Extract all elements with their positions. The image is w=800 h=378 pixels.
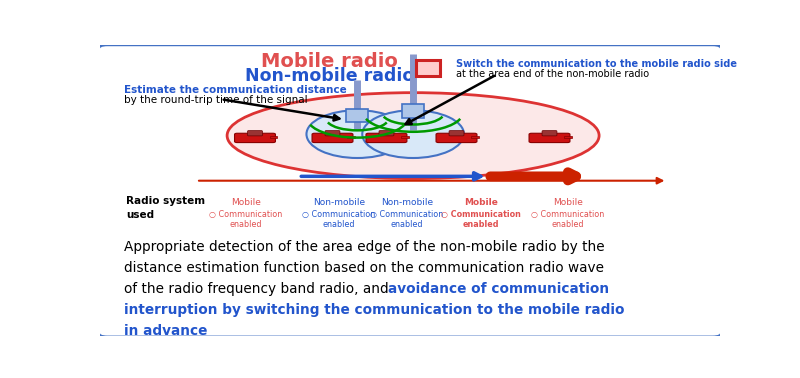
FancyBboxPatch shape [416,60,440,76]
Text: ○ Communication: ○ Communication [302,210,375,219]
Text: Mobile radio: Mobile radio [261,52,398,71]
Text: enabled: enabled [322,220,355,229]
FancyBboxPatch shape [325,131,340,136]
Text: Non-mobile radio: Non-mobile radio [245,67,414,85]
Text: in advance: in advance [123,324,207,338]
Text: distance estimation function based on the communication radio wave: distance estimation function based on th… [123,261,603,275]
Text: by the round-trip time of the signal: by the round-trip time of the signal [123,95,307,105]
FancyBboxPatch shape [312,133,353,143]
Text: Mobile: Mobile [464,198,498,207]
FancyBboxPatch shape [436,133,477,143]
Text: enabled: enabled [463,220,499,229]
FancyBboxPatch shape [529,133,570,143]
FancyBboxPatch shape [449,131,464,136]
FancyBboxPatch shape [402,104,424,118]
Circle shape [362,110,464,158]
Text: at the area end of the non-mobile radio: at the area end of the non-mobile radio [457,70,650,79]
Circle shape [306,110,408,158]
Text: ○ Communication: ○ Communication [531,210,605,219]
Text: enabled: enabled [390,220,423,229]
Text: Estimate the communication distance: Estimate the communication distance [123,85,346,96]
Text: Non-mobile: Non-mobile [313,198,365,207]
FancyBboxPatch shape [347,136,355,138]
FancyBboxPatch shape [98,45,722,337]
FancyBboxPatch shape [471,136,479,138]
Text: Switch the communication to the mobile radio side: Switch the communication to the mobile r… [457,59,738,69]
FancyBboxPatch shape [379,131,394,136]
FancyBboxPatch shape [270,136,278,138]
FancyBboxPatch shape [234,133,275,143]
Ellipse shape [227,93,599,178]
Text: enabled: enabled [230,220,262,229]
Text: avoidance of communication: avoidance of communication [388,282,610,296]
Text: ○ Communication: ○ Communication [209,210,282,219]
FancyBboxPatch shape [542,131,557,136]
Text: Mobile: Mobile [553,198,583,207]
FancyBboxPatch shape [564,136,572,138]
Text: Radio system
used: Radio system used [126,196,205,220]
Text: ○ Communication: ○ Communication [370,210,443,219]
Text: of the radio frequency band radio, and: of the radio frequency band radio, and [123,282,393,296]
Text: enabled: enabled [552,220,584,229]
Text: Appropriate detection of the area edge of the non-mobile radio by the: Appropriate detection of the area edge o… [123,240,604,254]
Text: interruption by switching the communication to the mobile radio: interruption by switching the communicat… [123,303,624,317]
FancyBboxPatch shape [346,108,369,122]
FancyBboxPatch shape [366,133,407,143]
Text: ○ Communication: ○ Communication [442,210,522,219]
Text: Mobile: Mobile [230,198,261,207]
Text: Non-mobile: Non-mobile [381,198,433,207]
FancyBboxPatch shape [247,131,262,136]
FancyBboxPatch shape [402,136,409,138]
